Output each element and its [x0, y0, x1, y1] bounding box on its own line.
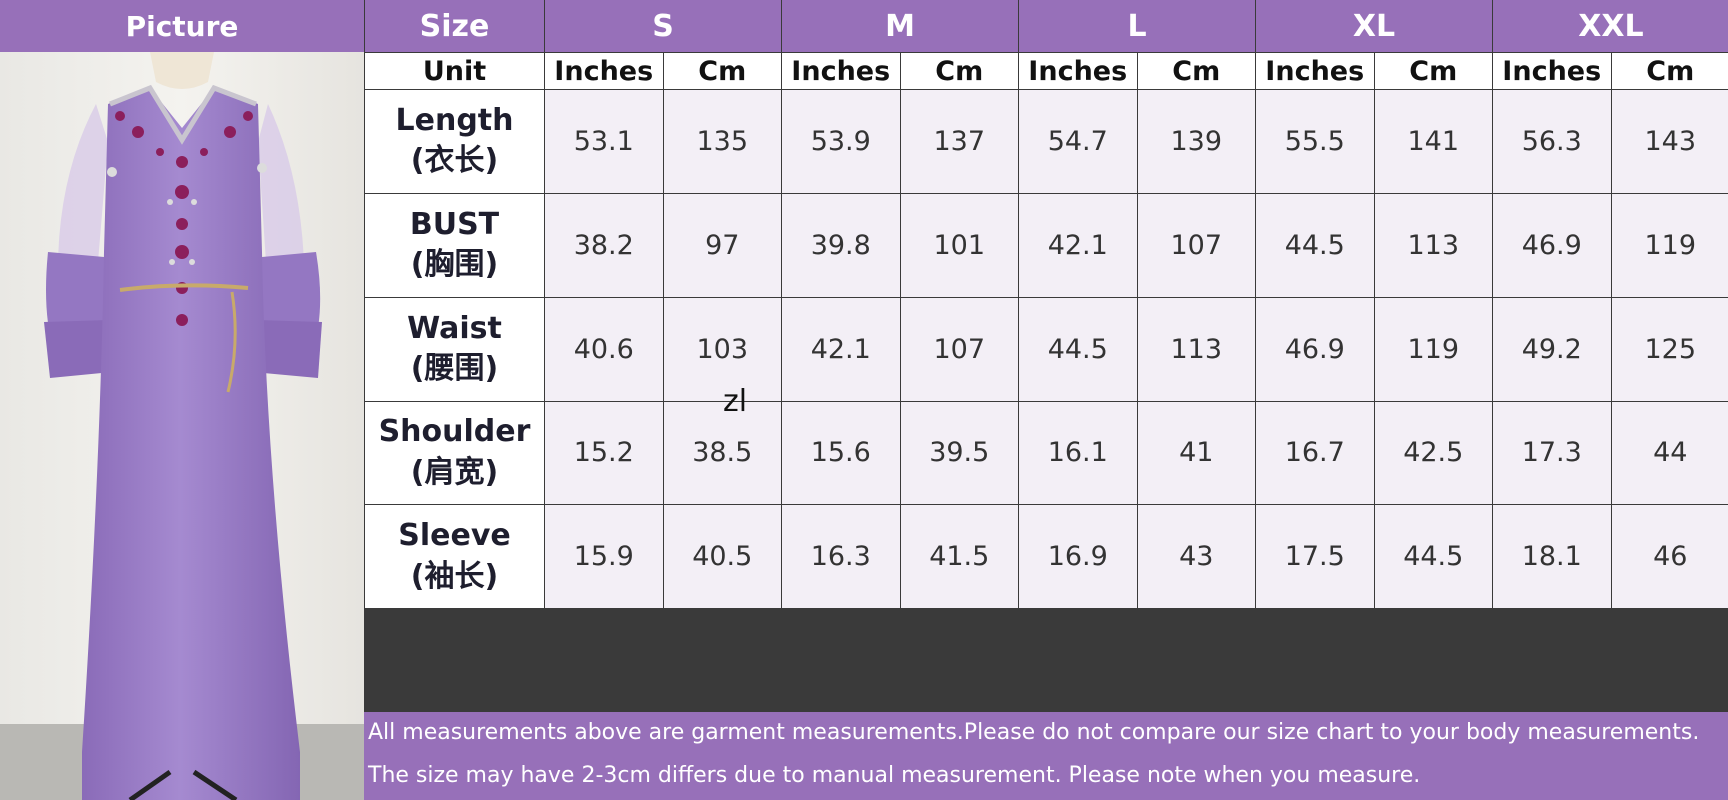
table-cell: 44: [1611, 401, 1728, 505]
table-cell: 53.9: [782, 90, 900, 193]
row-label-cn: (腰围): [410, 351, 499, 387]
row-label-cn: (衣长): [410, 143, 499, 179]
row-label-bust: BUST (胸围): [365, 193, 544, 297]
row-label-en: Waist: [407, 310, 502, 346]
dress-illustration: [0, 52, 364, 800]
table-cell: 53.1: [545, 90, 663, 193]
table-cell: 137: [900, 90, 1018, 193]
table-cell: 43: [1137, 505, 1255, 609]
size-header-s: S: [545, 0, 781, 52]
table-cell: 15.2: [545, 401, 663, 505]
table-cell: 113: [1137, 297, 1255, 401]
unit-inches: Inches: [545, 53, 663, 89]
table-cell: 38.5: [663, 401, 781, 505]
table-cell: 39.8: [782, 193, 900, 297]
table-cell: 54.7: [1019, 90, 1137, 193]
table-cell: 16.7: [1256, 401, 1374, 505]
table-cell: 113: [1374, 193, 1492, 297]
table-cell: 15.9: [545, 505, 663, 609]
row-label-en: Sleeve: [398, 518, 511, 554]
size-header-l: L: [1019, 0, 1255, 52]
table-cell: 119: [1374, 297, 1492, 401]
unit-inches: Inches: [782, 53, 900, 89]
row-label-sleeve: Sleeve (袖长): [365, 505, 544, 609]
table-cell: 97: [663, 193, 781, 297]
table-cell: 49.2: [1493, 297, 1611, 401]
table-cell: 125: [1611, 297, 1728, 401]
unit-cm: Cm: [900, 53, 1018, 89]
table-cell: 40.6: [545, 297, 663, 401]
table-cell: 38.2: [545, 193, 663, 297]
table-cell: 103: [663, 297, 781, 401]
table-cell: 16.3: [782, 505, 900, 609]
table-cell: 16.9: [1019, 505, 1137, 609]
table-cell: 44.5: [1019, 297, 1137, 401]
row-label-en: Shoulder: [378, 414, 531, 450]
table-cell: 17.5: [1256, 505, 1374, 609]
row-label-waist: Waist (腰围): [365, 297, 544, 401]
unit-label: Unit: [365, 53, 544, 89]
unit-cm: Cm: [663, 53, 781, 89]
table-cell: 42.1: [1019, 193, 1137, 297]
table-cell: 42.1: [782, 297, 900, 401]
table-cell: 15.6: [782, 401, 900, 505]
table-cell: 46.9: [1256, 297, 1374, 401]
table-cell: 46.9: [1493, 193, 1611, 297]
table-cell: 18.1: [1493, 505, 1611, 609]
table-cell: 42.5: [1374, 401, 1492, 505]
size-header-xxl: XXL: [1493, 0, 1728, 52]
row-label-cn: (袖长): [410, 558, 499, 594]
unit-inches: Inches: [1256, 53, 1374, 89]
table-cell: 139: [1137, 90, 1255, 193]
size-header: Size: [365, 0, 544, 52]
unit-inches: Inches: [1019, 53, 1137, 89]
table-cell: 46: [1611, 505, 1728, 609]
table-cell: 119: [1611, 193, 1728, 297]
table-cell: 101: [900, 193, 1018, 297]
table-cell: 41: [1137, 401, 1255, 505]
table-cell: 107: [900, 297, 1018, 401]
table-cell: 44.5: [1256, 193, 1374, 297]
table-cell: 44.5: [1374, 505, 1492, 609]
table-cell: 39.5: [900, 401, 1018, 505]
table-cell: 16.1: [1019, 401, 1137, 505]
table-cell: 55.5: [1256, 90, 1374, 193]
row-label-shoulder: Shoulder (肩宽): [365, 401, 544, 505]
size-header-xl: XL: [1256, 0, 1492, 52]
unit-inches: Inches: [1493, 53, 1611, 89]
dress-photo: [0, 52, 364, 800]
unit-cm: Cm: [1611, 53, 1728, 89]
table-cell: 107: [1137, 193, 1255, 297]
size-chart-table: Size S M L XL XXL Unit Inches Cm Inches …: [364, 0, 1728, 712]
table-cell: 56.3: [1493, 90, 1611, 193]
unit-cm: Cm: [1374, 53, 1492, 89]
row-label-en: Length: [395, 102, 514, 138]
footer-notes: All measurements above are garment measu…: [364, 712, 1728, 800]
note-line-1: All measurements above are garment measu…: [368, 720, 1700, 745]
row-label-en: BUST: [409, 206, 500, 242]
picture-header: Picture: [0, 0, 364, 53]
unit-cm: Cm: [1137, 53, 1255, 89]
picture-column: Picture: [0, 0, 364, 800]
table-cell: 17.3: [1493, 401, 1611, 505]
table-cell: 41.5: [900, 505, 1018, 609]
table-cell: 143: [1611, 90, 1728, 193]
size-header-m: M: [782, 0, 1018, 52]
watermark-text: zl: [723, 384, 748, 419]
row-label-length: Length (衣长): [365, 90, 544, 193]
row-label-cn: (胸围): [410, 247, 499, 283]
row-label-cn: (肩宽): [410, 454, 499, 490]
table-cell: 135: [663, 90, 781, 193]
note-line-2: The size may have 2-3cm differs due to m…: [368, 763, 1421, 788]
table-cell: 40.5: [663, 505, 781, 609]
table-cell: 141: [1374, 90, 1492, 193]
